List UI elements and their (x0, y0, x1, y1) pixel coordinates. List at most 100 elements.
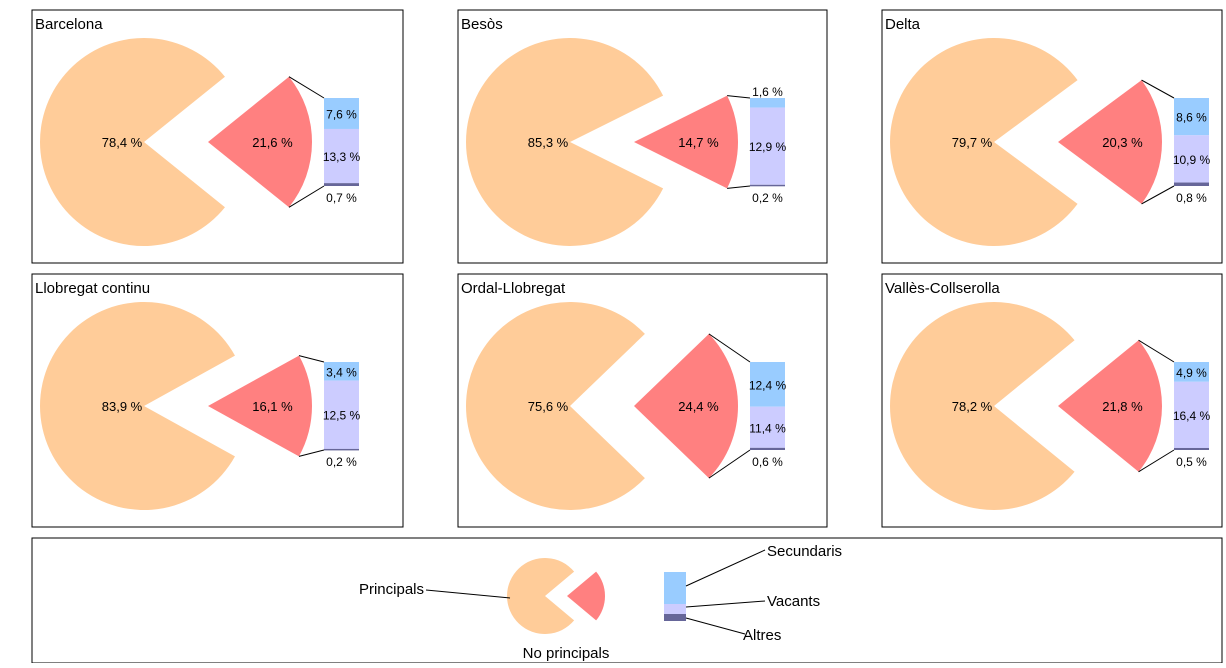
chart-title: Besòs (461, 16, 503, 33)
chart-title: Llobregat continu (35, 280, 150, 297)
pie-chart-0: Barcelona 78,4 % 21,6 % 7,6 % 13,3 % 0,7 % (31, 9, 404, 264)
no-principals-label: 14,7 % (678, 135, 719, 150)
principals-label: 78,2 % (952, 399, 993, 414)
no-principals-slice (208, 76, 312, 208)
legend-no-principals-slice (567, 571, 605, 621)
principals-label: 85,3 % (528, 135, 569, 150)
connector-line-top (298, 355, 325, 363)
secundaris-label: 1,6 % (752, 85, 783, 99)
vacants-label: 16,4 % (1173, 409, 1211, 423)
vacants-segment (324, 128, 359, 184)
secundaris-segment (1174, 98, 1209, 136)
secundaris-label: 4,9 % (1176, 366, 1207, 380)
legend-altres-label: Altres (743, 627, 781, 644)
principals-label: 83,9 % (102, 399, 143, 414)
legend-frame (31, 537, 1223, 664)
altres-label: 0,2 % (326, 455, 357, 469)
no-principals-slice (208, 355, 313, 457)
vacants-label: 11,4 % (749, 421, 786, 435)
vacants-segment (1174, 135, 1209, 183)
secundaris-segment (324, 362, 359, 381)
no-principals-label: 21,6 % (252, 135, 293, 150)
no-principals-slice (634, 95, 739, 189)
connector-line-top (288, 76, 325, 99)
connector-line-top (1138, 339, 1175, 363)
connector-line-bottom (727, 185, 751, 189)
legend-altres-swatch (664, 614, 686, 621)
secundaris-segment (324, 98, 359, 129)
altres-segment (1174, 447, 1209, 450)
principals-slice (465, 37, 664, 246)
altres-segment (324, 448, 359, 451)
legend-secundaris-label: Secundaris (767, 543, 842, 560)
connector-line-top (1141, 79, 1175, 99)
legend-vacants-label: Vacants (767, 593, 820, 610)
pie-chart-3: Llobregat continu 83,9 % 16,1 % 3,4 % 12,5 %… (31, 273, 404, 528)
legend-principals-leader (425, 589, 511, 599)
pie-chart-1: Besòs 85,3 % 14,7 % 1,6 % 12,9 % 0,2 % (457, 9, 828, 264)
no-principals-label: 24,4 % (678, 399, 719, 414)
secundaris-label: 12,4 % (749, 378, 787, 392)
legend-no-principals-label: No principals (523, 645, 610, 662)
chart-title: Vallès-Collserolla (885, 280, 1000, 297)
legend-principals-label: Principals (359, 581, 424, 598)
principals-slice (40, 302, 235, 511)
altres-segment (1174, 182, 1209, 186)
altres-segment (324, 183, 359, 186)
legend: Principals No principals Secundaris Vacants… (31, 537, 1223, 664)
altres-label: 0,8 % (1176, 191, 1207, 205)
vacants-label: 10,9 % (1173, 153, 1211, 167)
vacants-segment (750, 107, 785, 185)
vacants-segment (1174, 381, 1209, 448)
no-principals-slice (1058, 80, 1162, 204)
vacants-segment (324, 380, 359, 449)
connector-line-bottom (288, 185, 325, 208)
principals-label: 79,7 % (952, 135, 993, 150)
connector-line-bottom (708, 449, 751, 479)
connector-line-bottom (298, 449, 325, 457)
legend-secundaris-swatch (664, 572, 686, 604)
secundaris-label: 3,4 % (326, 365, 357, 379)
connector-line-top (708, 333, 751, 363)
chart-title: Barcelona (35, 16, 103, 33)
altres-label: 0,5 % (1176, 455, 1207, 469)
altres-label: 0,6 % (752, 455, 783, 469)
pie-chart-5: Vallès-Collserolla 78,2 % 21,8 % 4,9 % 16,4 … (881, 273, 1223, 528)
vacants-label: 13,3 % (323, 150, 361, 164)
altres-segment (750, 447, 785, 450)
secundaris-label: 8,6 % (1176, 111, 1207, 125)
secundaris-segment (1174, 362, 1209, 382)
principals-slice (466, 302, 645, 510)
legend-principals-slice (507, 558, 575, 634)
secundaris-segment (750, 362, 785, 407)
connector-line-bottom (1138, 449, 1175, 473)
vacants-label: 12,5 % (323, 409, 361, 423)
secundaris-segment (750, 98, 785, 108)
no-principals-label: 21,8 % (1102, 399, 1143, 414)
chart-title: Delta (885, 16, 921, 33)
vacants-segment (750, 406, 785, 448)
principals-slice (890, 38, 1078, 247)
legend-secundaris-leader (685, 549, 766, 587)
legend-altres-leader (685, 617, 746, 635)
no-principals-slice (1058, 340, 1162, 472)
secundaris-label: 7,6 % (326, 107, 357, 121)
principals-slice (890, 302, 1075, 510)
legend-vacants-swatch (664, 604, 686, 614)
connector-line-top (727, 95, 751, 99)
no-principals-label: 16,1 % (252, 399, 293, 414)
principals-label: 78,4 % (102, 135, 143, 150)
vacants-label: 12,9 % (749, 140, 787, 154)
no-principals-slice (634, 333, 738, 479)
no-principals-label: 20,3 % (1102, 135, 1143, 150)
altres-segment (750, 184, 785, 187)
chart-title: Ordal-Llobregat (461, 280, 566, 297)
principals-slice (40, 38, 225, 247)
principals-label: 75,6 % (528, 399, 569, 414)
legend-vacants-leader (685, 600, 766, 608)
connector-line-bottom (1141, 185, 1175, 205)
pie-chart-2: Delta 79,7 % 20,3 % 8,6 % 10,9 % 0,8 % (881, 9, 1223, 264)
altres-label: 0,2 % (752, 191, 783, 205)
